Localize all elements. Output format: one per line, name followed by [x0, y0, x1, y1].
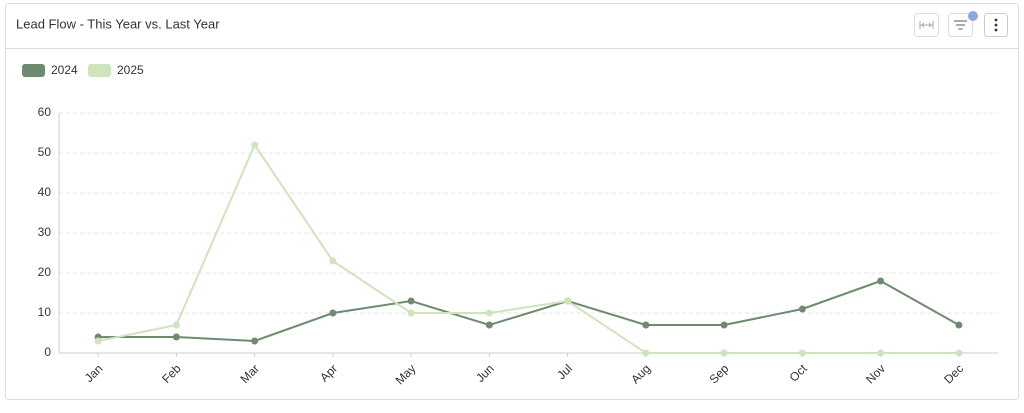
data-point [564, 297, 572, 305]
data-point [642, 349, 650, 357]
data-point [251, 337, 259, 345]
legend-label[interactable]: 2025 [117, 63, 144, 77]
data-point [798, 305, 806, 313]
y-tick-label: 20 [38, 265, 52, 279]
data-point [955, 321, 963, 329]
data-point [94, 337, 102, 345]
data-point [329, 257, 337, 265]
data-point [642, 321, 650, 329]
y-tick-label: 10 [38, 305, 52, 319]
data-point [485, 309, 493, 317]
data-point [172, 333, 180, 341]
menu-button[interactable] [984, 13, 1008, 37]
y-tick-label: 40 [38, 185, 52, 199]
y-tick-label: 0 [44, 345, 51, 359]
expand-button[interactable] [914, 13, 939, 37]
data-point [798, 349, 806, 357]
y-tick-label: 60 [38, 105, 52, 119]
legend-label[interactable]: 2024 [51, 63, 78, 77]
series-line [97, 142, 959, 354]
data-point [485, 321, 493, 329]
data-point [251, 141, 259, 149]
data-point [877, 277, 885, 285]
legend-swatch[interactable] [88, 64, 111, 77]
data-point [407, 309, 415, 317]
series-line [98, 279, 960, 343]
filter-button[interactable] [948, 11, 979, 37]
data-point [877, 349, 885, 357]
data-point [720, 349, 728, 357]
data-point [407, 297, 415, 305]
data-point [955, 349, 963, 357]
data-point [329, 309, 337, 317]
y-tick-label: 50 [38, 145, 52, 159]
y-tick-label: 30 [38, 225, 52, 239]
data-point [172, 321, 180, 329]
data-point [720, 321, 728, 329]
card-border [5, 3, 1019, 400]
chart-title: Lead Flow - This Year vs. Last Year [16, 16, 220, 31]
legend-swatch[interactable] [22, 64, 45, 77]
